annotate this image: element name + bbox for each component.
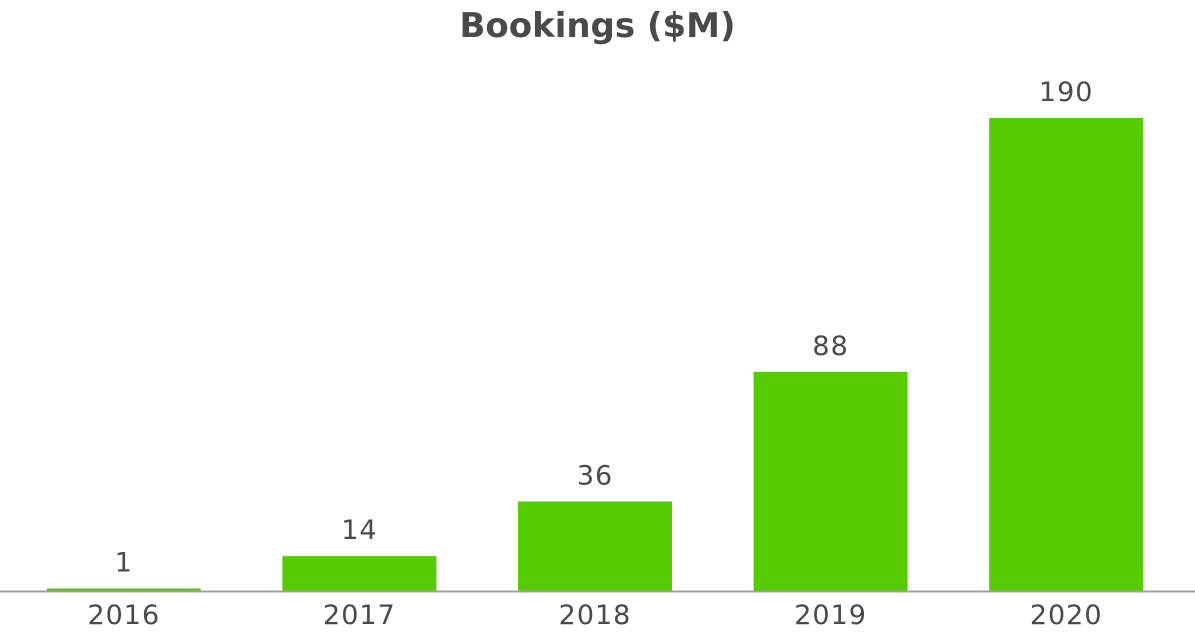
data-label-2016: 1 xyxy=(115,548,133,579)
x-tick-label-2020: 2020 xyxy=(1030,600,1103,631)
bar-2018 xyxy=(518,501,672,591)
bar-2019 xyxy=(753,371,908,591)
data-label-2017: 14 xyxy=(341,515,377,546)
x-tick-label-2019: 2019 xyxy=(794,600,867,631)
bar-2016 xyxy=(46,588,201,591)
bar-2020 xyxy=(989,118,1144,591)
data-label-2020: 190 xyxy=(1039,77,1094,108)
data-label-2018: 36 xyxy=(577,460,613,491)
x-tick-label-2016: 2016 xyxy=(87,600,160,631)
x-tick-label-2017: 2017 xyxy=(323,600,396,631)
bars-layer xyxy=(46,118,1144,591)
chart-title: Bookings ($M) xyxy=(459,6,736,46)
value-labels-layer: 1 14 36 88 190 xyxy=(115,77,1094,579)
data-label-2019: 88 xyxy=(812,331,848,362)
x-tick-label-2018: 2018 xyxy=(559,600,632,631)
x-tick-labels-layer: 2016 2017 2018 2019 2020 xyxy=(87,600,1103,631)
bar-2017 xyxy=(282,556,437,591)
